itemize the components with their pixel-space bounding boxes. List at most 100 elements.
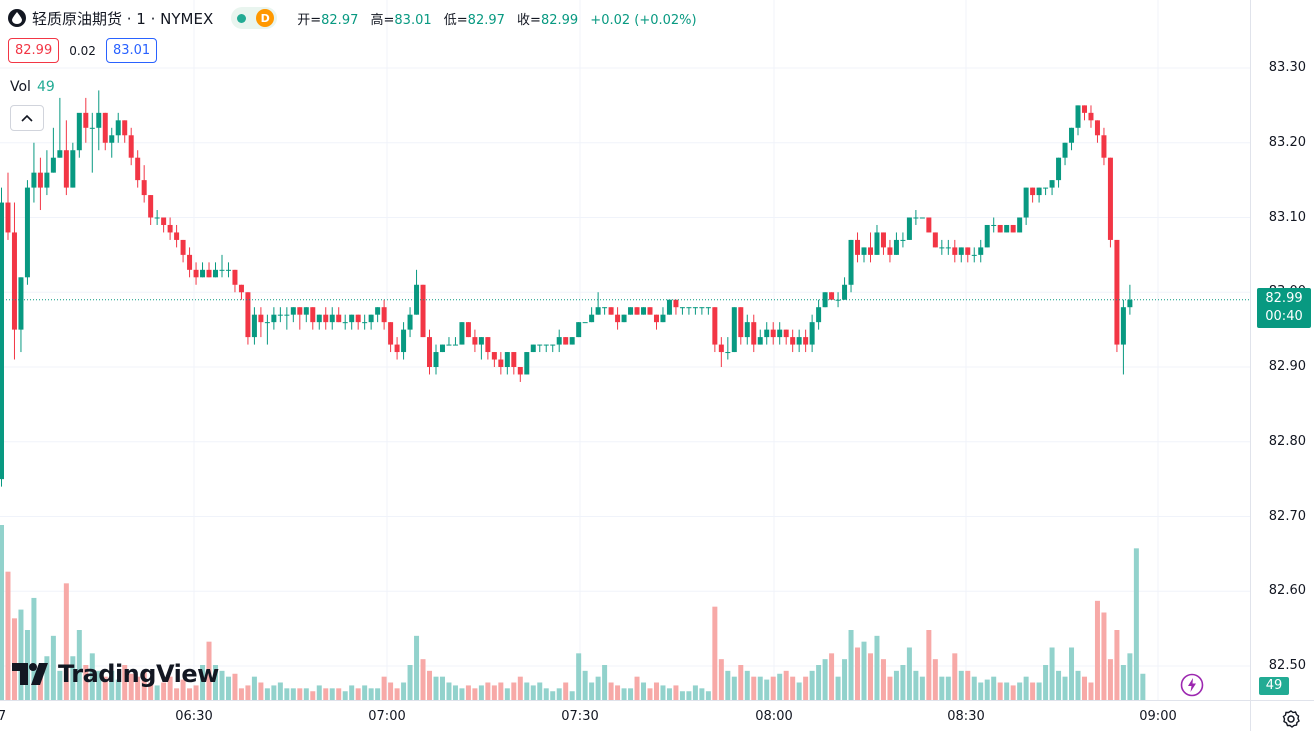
- candle-body: [939, 247, 945, 249]
- volume-bar: [880, 659, 886, 700]
- candle-body: [491, 352, 497, 360]
- candle-body: [446, 344, 452, 346]
- candle-body: [770, 329, 776, 338]
- volume-bar: [893, 670, 899, 700]
- candle-body: [375, 307, 381, 315]
- volume-bar: [718, 659, 724, 700]
- candle-body: [790, 337, 796, 345]
- volume-bar: [666, 688, 672, 700]
- volume-bar: [1049, 647, 1055, 700]
- volume-bar: [738, 665, 744, 700]
- volume-bar: [89, 653, 95, 700]
- volume-bar: [1107, 659, 1113, 700]
- candle-body: [122, 120, 128, 136]
- candle-body: [11, 232, 17, 330]
- watermark-text: TradingView: [58, 660, 219, 688]
- volume-bar: [83, 665, 89, 700]
- volume-bar: [329, 688, 335, 700]
- volume-bar: [563, 682, 569, 700]
- candle-body: [83, 112, 89, 128]
- symbol-title[interactable]: 轻质原油期货 · 1 · NYMEX: [32, 9, 214, 28]
- candle-body: [238, 284, 244, 293]
- candle-body: [666, 299, 672, 315]
- volume-bar: [167, 676, 173, 700]
- volume-legend[interactable]: Vol 49: [10, 79, 55, 95]
- volume-bar: [1088, 682, 1094, 700]
- volume-bar: [154, 685, 160, 700]
- candle-body: [1120, 307, 1126, 345]
- candle-body: [206, 269, 212, 278]
- volume-bar: [238, 688, 244, 700]
- candle-body: [1030, 187, 1036, 196]
- volume-bar: [615, 685, 621, 700]
- volume-bar: [1120, 665, 1126, 700]
- volume-bar: [219, 670, 225, 700]
- candle-body: [867, 247, 873, 255]
- volume-bar: [945, 676, 951, 700]
- candle-body: [76, 112, 82, 151]
- volume-bar: [550, 691, 556, 700]
- candle-body: [452, 344, 458, 346]
- candle-body: [465, 322, 471, 338]
- time-axis-label: 07:00: [368, 709, 406, 724]
- market-status-pill[interactable]: D: [231, 7, 278, 29]
- volume-bar: [122, 665, 128, 700]
- candle-body: [1069, 127, 1075, 143]
- volume-bar: [18, 609, 24, 700]
- candle-body: [991, 224, 997, 226]
- candle-body: [323, 314, 329, 323]
- candle-body: [731, 307, 737, 353]
- volume-bar: [764, 679, 770, 700]
- candle-body: [1056, 157, 1062, 181]
- candle-body: [602, 307, 608, 309]
- candle-body: [712, 307, 718, 345]
- tradingview-watermark[interactable]: TradingView: [12, 660, 219, 688]
- candle-body: [595, 307, 601, 315]
- candle-body: [829, 292, 835, 300]
- candle-body: [70, 150, 76, 188]
- volume-bar: [1140, 673, 1146, 700]
- candle-body: [537, 344, 543, 346]
- candle-body: [414, 284, 420, 315]
- candle-body: [1081, 105, 1087, 113]
- candle-body: [135, 157, 141, 181]
- volume-axis-tag: 49: [1259, 677, 1289, 695]
- candle-body: [550, 344, 556, 346]
- volume-bar: [647, 688, 653, 700]
- volume-bar: [783, 670, 789, 700]
- candle-body: [31, 172, 37, 188]
- candle-body: [1010, 224, 1016, 233]
- candle-body: [524, 352, 530, 375]
- candle-body: [63, 150, 69, 188]
- candle-body: [174, 232, 180, 240]
- volume-bar: [556, 688, 562, 700]
- candle-body: [615, 314, 621, 323]
- ohlc-values: 开=82.97 高=83.01 低=82.97 收=82.99 +0.02 (+…: [297, 9, 696, 28]
- ask-price-button[interactable]: 83.01: [105, 38, 158, 63]
- candle-body: [842, 284, 848, 300]
- candle-body: [154, 217, 160, 219]
- candle-body: [303, 307, 309, 315]
- bid-price-button[interactable]: 82.99: [8, 38, 60, 63]
- price-axis-label: 82.70: [1268, 508, 1306, 524]
- candle-body: [705, 307, 711, 309]
- volume-bar: [790, 676, 796, 700]
- candle-body: [439, 344, 445, 353]
- volume-bar: [628, 688, 634, 700]
- price-axis-label: 83.20: [1268, 134, 1306, 150]
- close-label: 收=: [517, 12, 541, 28]
- tradingview-logo-icon: [12, 663, 48, 685]
- volume-bar: [128, 673, 134, 700]
- candle-body: [576, 322, 582, 338]
- gear-icon[interactable]: [1281, 709, 1301, 729]
- lightning-icon[interactable]: [1180, 673, 1204, 697]
- volume-bar: [401, 682, 407, 700]
- collapse-legend-button[interactable]: [10, 105, 44, 131]
- candle-body: [641, 307, 647, 315]
- volume-bar: [1094, 600, 1100, 700]
- price-axis-label: 82.50: [1268, 658, 1306, 673]
- volume-bar: [569, 691, 575, 700]
- candle-body: [1023, 187, 1029, 218]
- volume-bar: [193, 685, 199, 700]
